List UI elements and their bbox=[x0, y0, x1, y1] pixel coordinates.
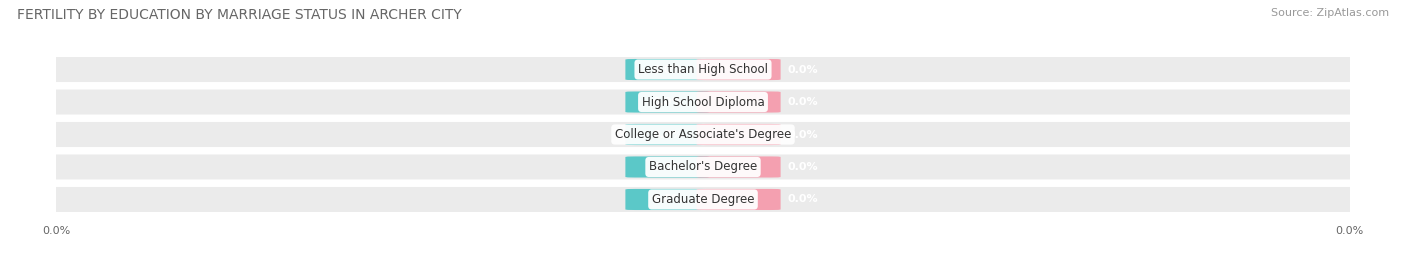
FancyBboxPatch shape bbox=[626, 189, 710, 210]
Text: 0.0%: 0.0% bbox=[787, 194, 818, 204]
FancyBboxPatch shape bbox=[626, 157, 710, 178]
Text: 0.0%: 0.0% bbox=[787, 129, 818, 140]
Text: College or Associate's Degree: College or Associate's Degree bbox=[614, 128, 792, 141]
FancyBboxPatch shape bbox=[46, 122, 1360, 147]
FancyBboxPatch shape bbox=[696, 124, 780, 145]
Text: 0.0%: 0.0% bbox=[652, 129, 683, 140]
FancyBboxPatch shape bbox=[46, 154, 1360, 179]
Text: Graduate Degree: Graduate Degree bbox=[652, 193, 754, 206]
Text: Source: ZipAtlas.com: Source: ZipAtlas.com bbox=[1271, 8, 1389, 18]
Text: High School Diploma: High School Diploma bbox=[641, 95, 765, 108]
Text: 0.0%: 0.0% bbox=[787, 162, 818, 172]
FancyBboxPatch shape bbox=[46, 57, 1360, 82]
FancyBboxPatch shape bbox=[46, 187, 1360, 212]
FancyBboxPatch shape bbox=[696, 59, 780, 80]
FancyBboxPatch shape bbox=[626, 59, 710, 80]
Text: 0.0%: 0.0% bbox=[652, 162, 683, 172]
FancyBboxPatch shape bbox=[696, 189, 780, 210]
FancyBboxPatch shape bbox=[626, 124, 710, 145]
Text: FERTILITY BY EDUCATION BY MARRIAGE STATUS IN ARCHER CITY: FERTILITY BY EDUCATION BY MARRIAGE STATU… bbox=[17, 8, 461, 22]
Text: 0.0%: 0.0% bbox=[652, 97, 683, 107]
Text: 0.0%: 0.0% bbox=[787, 97, 818, 107]
Text: 0.0%: 0.0% bbox=[652, 65, 683, 75]
FancyBboxPatch shape bbox=[46, 90, 1360, 115]
FancyBboxPatch shape bbox=[696, 157, 780, 178]
Text: Less than High School: Less than High School bbox=[638, 63, 768, 76]
Text: 0.0%: 0.0% bbox=[652, 194, 683, 204]
FancyBboxPatch shape bbox=[696, 91, 780, 112]
Text: 0.0%: 0.0% bbox=[787, 65, 818, 75]
FancyBboxPatch shape bbox=[626, 91, 710, 112]
Text: Bachelor's Degree: Bachelor's Degree bbox=[650, 161, 756, 174]
